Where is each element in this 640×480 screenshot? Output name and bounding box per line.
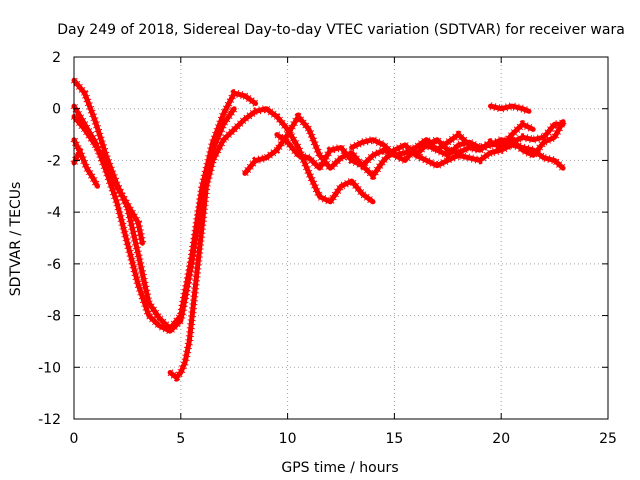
y-tick-label: -10 xyxy=(38,360,61,376)
x-tick-label: 5 xyxy=(176,431,185,447)
plot-border xyxy=(73,56,609,420)
chart-ticks: 0 5 10 15 20 25 -12 -10 -8 -6 -4 -2 0 2 xyxy=(38,50,617,447)
series-line-pass-l xyxy=(488,103,532,114)
y-tick-label: -6 xyxy=(47,257,61,273)
x-tick-label: 15 xyxy=(385,431,403,447)
series-line-pass-f xyxy=(167,106,376,381)
series-markers-pass-j xyxy=(392,140,566,172)
y-axis-label: SDTVAR / TECUs xyxy=(8,182,24,297)
series-line-pass-d xyxy=(71,137,100,189)
y-tick-label: -8 xyxy=(47,309,61,325)
y-tick-label: -2 xyxy=(47,153,61,169)
x-tick-label: 10 xyxy=(279,431,297,447)
x-tick-label: 25 xyxy=(599,431,617,447)
x-tick-label: 0 xyxy=(70,431,79,447)
series-markers-pass-e xyxy=(70,148,84,165)
chart-title: Day 249 of 2018, Sidereal Day-to-day VTE… xyxy=(57,22,625,38)
series-markers-pass-a xyxy=(70,77,258,333)
y-tick-label: -4 xyxy=(47,205,61,221)
chart-series-layer xyxy=(70,77,567,382)
y-tick-label: 2 xyxy=(52,50,61,66)
series-markers-pass-c xyxy=(70,113,147,245)
y-tick-label: 0 xyxy=(52,102,61,118)
y-tick-label: -12 xyxy=(38,412,61,428)
series-markers-pass-g xyxy=(241,112,398,180)
series-markers-pass-k xyxy=(412,120,535,159)
x-tick-label: 20 xyxy=(492,431,510,447)
x-axis-label: GPS time / hours xyxy=(281,460,398,476)
series-markers-pass-i xyxy=(349,119,567,165)
